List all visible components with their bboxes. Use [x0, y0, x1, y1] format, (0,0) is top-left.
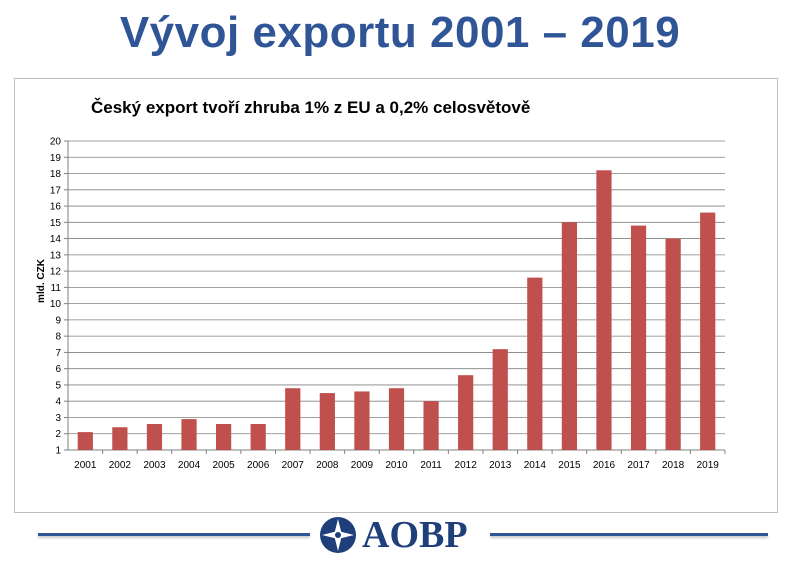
x-axis-ticks: 2001 2002 2003 2004 2005 2006 2007 2008 2009 2010… — [74, 450, 726, 471]
y-tick-label: 8 — [55, 332, 61, 343]
footer-line-left — [38, 533, 310, 536]
bar-2018 — [665, 238, 681, 450]
x-tick-label: 2018 — [662, 460, 685, 471]
x-tick-label: 2014 — [524, 460, 547, 471]
logo-emblem-icon — [320, 517, 356, 553]
x-tick-label: 2008 — [316, 460, 339, 471]
bars — [77, 170, 716, 450]
y-tick-label: 12 — [50, 267, 62, 278]
y-tick-label: 13 — [50, 250, 62, 261]
bar-2001 — [77, 432, 93, 450]
bar-chart: Český export tvoří zhruba 1% z EU a 0,2%… — [36, 98, 726, 471]
y-axis-title: mld. CZK — [36, 258, 47, 303]
bar-2017 — [630, 225, 647, 450]
y-tick-label: 11 — [51, 283, 62, 294]
x-tick-label: 2001 — [74, 460, 97, 471]
y-tick-label: 3 — [55, 413, 61, 424]
x-tick-label: 2011 — [420, 460, 442, 471]
y-tick-label: 2 — [55, 429, 61, 440]
bar-2013 — [492, 349, 508, 450]
bar-2011 — [423, 401, 439, 450]
y-tick-label: 19 — [50, 153, 62, 164]
aobp-logo: AOBP — [318, 514, 468, 556]
bar-2016 — [596, 170, 612, 450]
chart-title: Český export tvoří zhruba 1% z EU a 0,2%… — [91, 98, 530, 117]
bar-2005 — [215, 423, 232, 450]
x-tick-label: 2016 — [593, 460, 616, 471]
x-tick-label: 2005 — [212, 460, 235, 471]
x-tick-label: 2006 — [247, 460, 270, 471]
bar-2012 — [458, 375, 474, 450]
x-tick-label: 2013 — [489, 460, 512, 471]
y-tick-label: 10 — [50, 299, 62, 310]
bar-2008 — [319, 393, 335, 450]
footer-line-right — [490, 533, 768, 536]
x-tick-label: 2019 — [697, 460, 720, 471]
slide-title: Vývoj exportu 2001 – 2019 — [119, 8, 681, 57]
chart-frame: Český export tvoří zhruba 1% z EU a 0,2%… — [14, 78, 778, 513]
x-tick-label: 2002 — [109, 460, 132, 471]
bar-2009 — [354, 391, 370, 450]
logo-text: AOBP — [362, 514, 468, 556]
bar-2002 — [112, 427, 128, 450]
bar-2019 — [700, 212, 716, 450]
y-tick-label: 6 — [55, 364, 61, 375]
y-tick-label: 5 — [55, 380, 61, 391]
x-tick-label: 2009 — [351, 460, 374, 471]
gridlines — [64, 140, 725, 451]
x-tick-label: 2015 — [558, 460, 581, 471]
x-tick-label: 2012 — [455, 460, 478, 471]
y-tick-label: 16 — [50, 202, 62, 213]
bar-2003 — [146, 423, 163, 450]
bar-2006 — [250, 423, 266, 450]
y-tick-label: 9 — [55, 315, 61, 326]
x-tick-label: 2010 — [385, 460, 408, 471]
y-tick-label: 18 — [50, 169, 62, 180]
x-tick-label: 2007 — [282, 460, 305, 471]
x-tick-label: 2004 — [178, 460, 201, 471]
x-tick-label: 2003 — [143, 460, 166, 471]
y-tick-label: 1 — [55, 446, 61, 457]
x-tick-label: 2017 — [627, 460, 650, 471]
bar-2010 — [388, 388, 405, 450]
y-tick-label: 7 — [55, 348, 61, 359]
bar-2014 — [527, 277, 543, 450]
y-tick-label: 20 — [50, 137, 62, 148]
y-tick-label: 15 — [50, 218, 62, 229]
bar-2015 — [561, 222, 578, 450]
bar-2007 — [285, 388, 301, 450]
y-tick-label: 4 — [55, 397, 61, 408]
bar-2004 — [181, 419, 197, 450]
y-tick-label: 17 — [50, 185, 62, 196]
y-tick-label: 14 — [50, 234, 62, 245]
